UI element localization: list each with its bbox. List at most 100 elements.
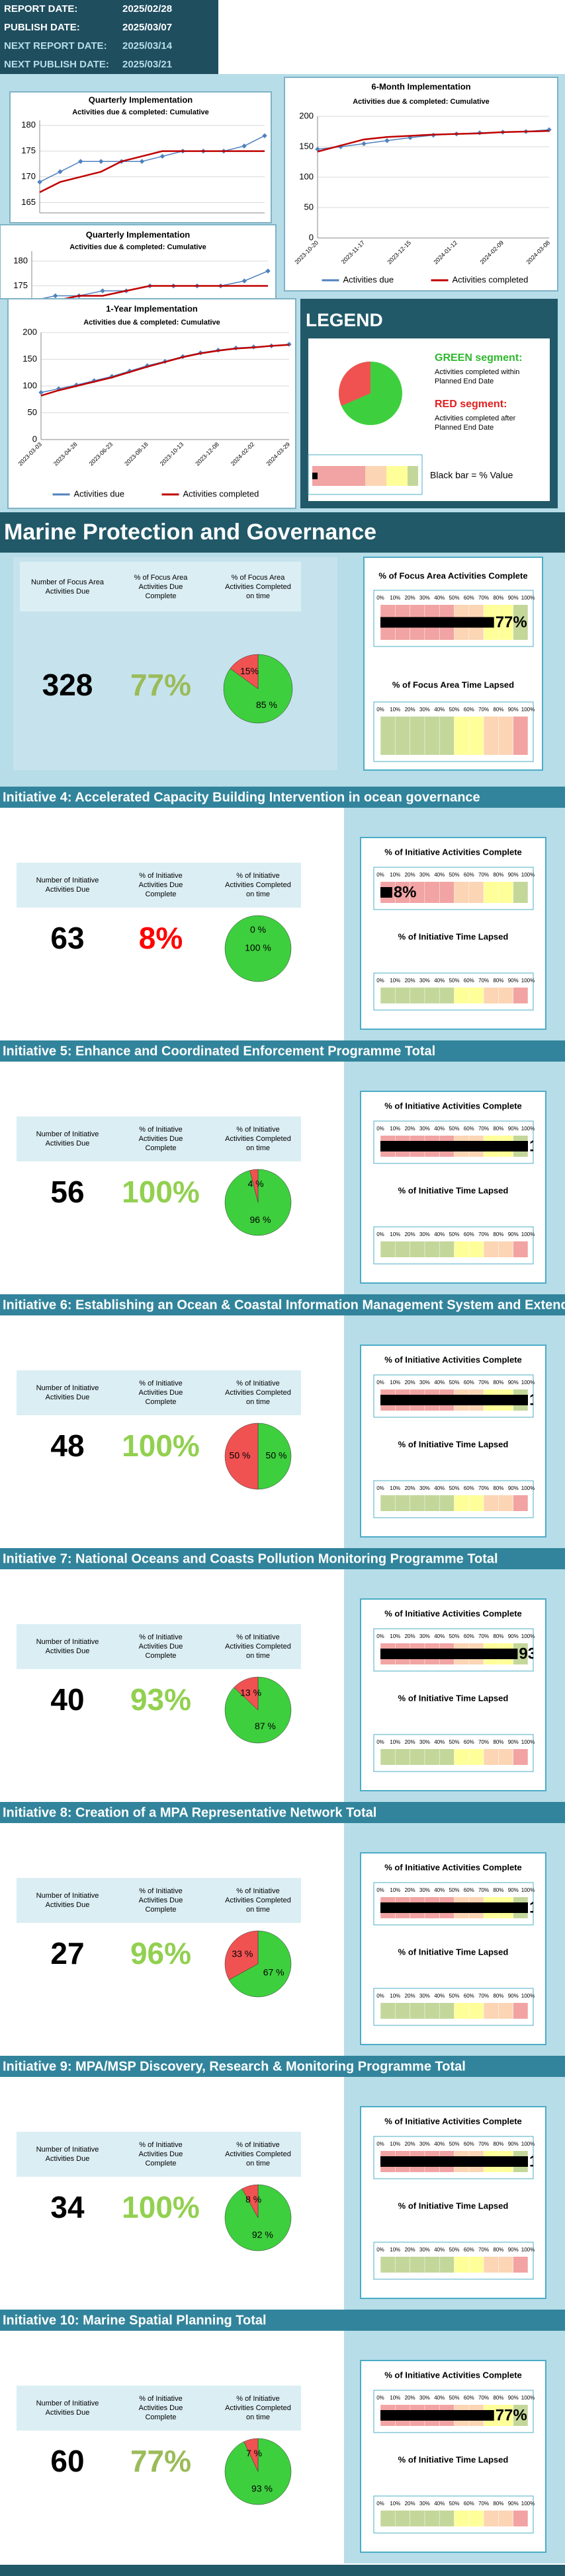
bullet-tick-label: 0% xyxy=(376,595,384,601)
bullet-tick-label: 50% xyxy=(449,1739,459,1745)
bullet-tick-label: 30% xyxy=(419,1993,430,1999)
bullet-tick-label: 100% xyxy=(521,1126,535,1132)
bullet-tick-label: 60% xyxy=(464,2141,474,2147)
bullet-bar xyxy=(380,1395,528,1405)
bullet-value-label: 77% xyxy=(496,2406,527,2424)
panel-title: % of Initiative Time Lapsed xyxy=(398,931,509,941)
kpi-label: % of Focus Area Activities Due Complete xyxy=(134,574,189,600)
chart-title: Quarterly Implementation xyxy=(86,229,191,239)
pie-label: 92 % xyxy=(252,2229,273,2240)
bullet-tick-label: 90% xyxy=(508,1739,519,1745)
bullet-tick-label: 50% xyxy=(449,707,459,713)
legend-title: LEGEND xyxy=(306,309,383,330)
bullet-tick-label: 50% xyxy=(449,978,459,984)
initiative-band xyxy=(0,1802,565,1823)
legend-bar-band xyxy=(312,466,365,486)
bullet-value-label: 100% xyxy=(529,1898,565,1916)
bullet-tick-label: 50% xyxy=(449,1231,459,1237)
bullet-band xyxy=(513,2511,528,2526)
kpi-label: % of Initiative Activities Due Complete xyxy=(139,1887,183,1914)
y-tick-label: 170 xyxy=(21,171,36,181)
initiative-band xyxy=(0,1548,565,1569)
bullet-tick-label: 70% xyxy=(478,2501,489,2507)
bullet-tick-label: 40% xyxy=(434,2395,445,2401)
chart-title: 6-Month Implementation xyxy=(371,81,470,91)
bullet-tick-label: 10% xyxy=(390,1739,400,1745)
kpi-count: 56 xyxy=(50,1175,84,1209)
pie-label: 96 % xyxy=(249,1214,271,1225)
bullet-tick-label: 70% xyxy=(478,2247,489,2253)
bullet-tick-label: 30% xyxy=(419,872,430,878)
bullet-tick-label: 20% xyxy=(405,2141,415,2147)
bullet-tick-label: 100% xyxy=(521,872,535,878)
initiative-label-strip xyxy=(17,2386,301,2431)
bullet-tick-label: 60% xyxy=(464,2247,474,2253)
pie-label: 15% xyxy=(240,666,259,676)
kpi-label: % of Initiative Activities Due Complete xyxy=(139,2141,183,2167)
bullet-tick-label: 40% xyxy=(434,707,445,713)
kpi-label: % of Initiative Activities Completed on ti… xyxy=(225,1126,291,1152)
legend-label: Activities due xyxy=(74,488,125,498)
kpi-label: % of Initiative Activities Completed on ti… xyxy=(225,2395,291,2421)
bullet-band xyxy=(380,1241,455,1257)
bullet-tick-label: 90% xyxy=(508,1993,519,1999)
pie-slice xyxy=(228,1930,292,1998)
legend-bar-value xyxy=(312,473,318,479)
bullet-tick-label: 100% xyxy=(521,1993,535,1999)
bullet-tick-label: 90% xyxy=(508,1380,519,1386)
bullet-tick-label: 40% xyxy=(434,2247,445,2253)
bullet-tick-label: 70% xyxy=(478,2141,489,2147)
initiative-label-strip xyxy=(17,2132,301,2177)
initiative-band xyxy=(0,2310,565,2331)
bullet-tick-label: 40% xyxy=(434,1380,445,1386)
bullet-tick-label: 70% xyxy=(478,1887,489,1893)
pie-label: 93 % xyxy=(251,2483,273,2494)
legend-bar-band xyxy=(365,466,386,486)
panel-title: % of Initiative Activities Complete xyxy=(384,1354,522,1364)
bullet-tick-label: 70% xyxy=(478,595,489,601)
bullet-tick-label: 0% xyxy=(376,1993,384,1999)
kpi-label: Number of Initiative Activities Due xyxy=(36,877,99,894)
bullet-tick-label: 0% xyxy=(376,1380,384,1386)
kpi-count: 48 xyxy=(50,1428,84,1463)
bullet-tick-label: 80% xyxy=(493,1485,503,1491)
series-line xyxy=(40,344,290,397)
bullet-tick-label: 40% xyxy=(434,872,445,878)
bullet-tick-label: 60% xyxy=(464,978,474,984)
y-tick-label: 150 xyxy=(22,354,37,364)
bullet-tick-label: 70% xyxy=(478,707,489,713)
bullet-tick-label: 30% xyxy=(419,2501,430,2507)
y-tick-label: 175 xyxy=(13,280,28,290)
bullet-tick-label: 20% xyxy=(405,1887,415,1893)
section-band xyxy=(0,512,565,553)
kpi-label: % of Initiative Activities Due Complete xyxy=(139,872,183,898)
kpi-label: Number of Initiative Activities Due xyxy=(36,2400,99,2417)
bullet-value-label: 100% xyxy=(529,2152,565,2170)
bullet-tick-label: 50% xyxy=(449,595,459,601)
bullet-tick-label: 20% xyxy=(405,1485,415,1491)
panel-title: % of Initiative Time Lapsed xyxy=(398,1693,509,1703)
bullet-tick-label: 90% xyxy=(508,872,519,878)
bullet-tick-label: 0% xyxy=(376,2141,384,2147)
bullet-tick-label: 60% xyxy=(464,1887,474,1893)
pie-label: 67 % xyxy=(263,1967,284,1978)
panel-title: % of Initiative Activities Complete xyxy=(384,1608,522,1618)
bullet-tick-label: 80% xyxy=(493,595,503,601)
bullet-bar xyxy=(380,1649,518,1659)
kpi-percent: 77% xyxy=(130,668,191,702)
pie-label: 50 % xyxy=(266,1450,287,1461)
bullet-tick-label: 40% xyxy=(434,1485,445,1491)
bullet-tick-label: 20% xyxy=(405,1633,415,1639)
kpi-percent: 100% xyxy=(122,2190,200,2224)
bullet-tick-label: 60% xyxy=(464,1739,474,1745)
bullet-tick-label: 30% xyxy=(419,978,430,984)
pie-slice xyxy=(224,915,292,982)
bullet-band xyxy=(513,882,528,903)
clip-group: 77% xyxy=(380,2406,527,2424)
bullet-tick-label: 60% xyxy=(464,1993,474,1999)
kpi-label: Number of Initiative Activities Due xyxy=(36,1130,99,1148)
bullet-tick-label: 10% xyxy=(390,2247,400,2253)
bullet-tick-label: 100% xyxy=(521,2395,535,2401)
panel-title: % of Focus Area Activities Complete xyxy=(378,570,527,580)
